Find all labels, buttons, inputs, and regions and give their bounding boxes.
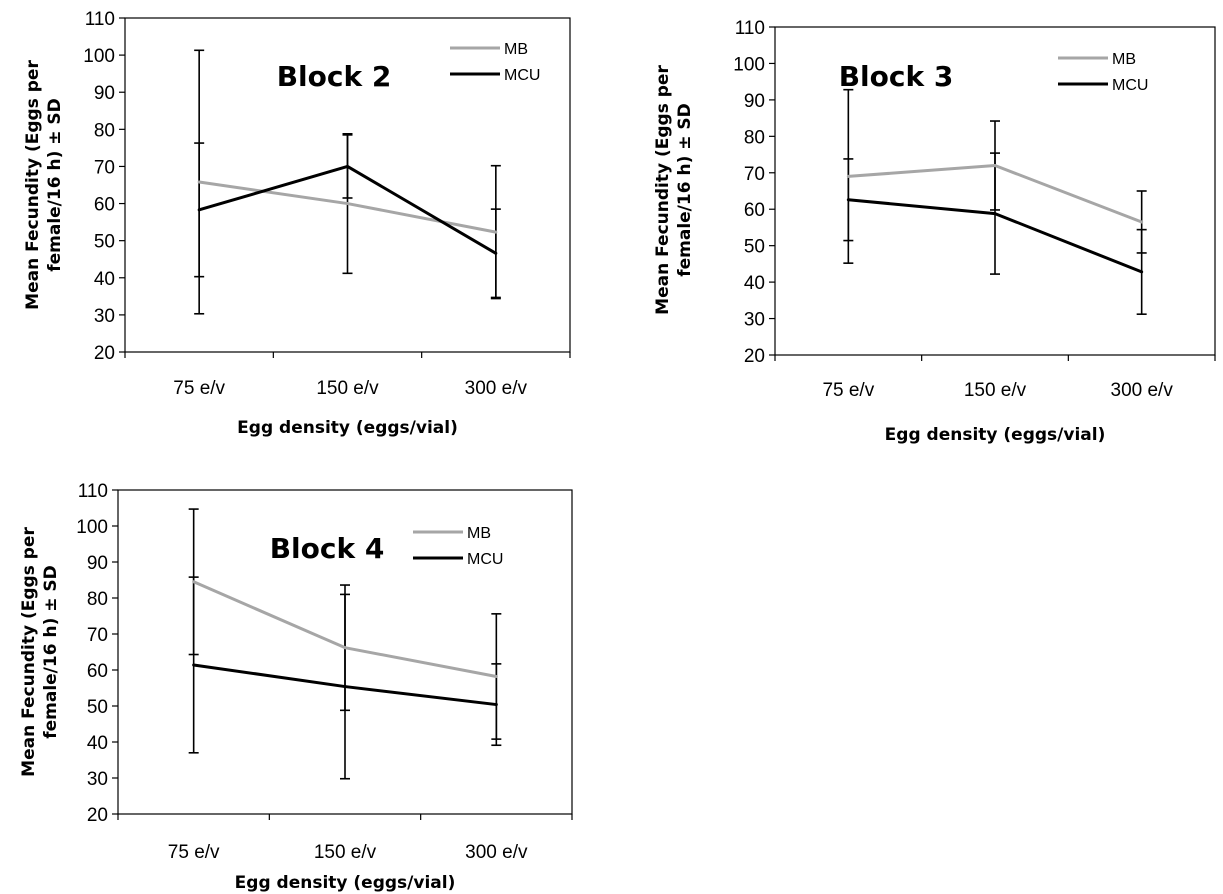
y-tick-label: 80 — [94, 120, 115, 141]
data-point-mb — [192, 580, 196, 584]
data-point-mb — [343, 646, 347, 650]
y-tick-label: 60 — [744, 200, 765, 221]
line-chart-block-4: 20 30 40 50 60 70 80 90 100 110 75 e/v 150 e/v 300 e… — [19, 481, 573, 893]
y-axis-title: Mean Fecundity (Eggs per female/16 h) ± S… — [23, 60, 65, 310]
data-point-mb — [346, 202, 349, 206]
y-tick-label: 90 — [94, 83, 115, 104]
chart-panel-block-4: 20 30 40 50 60 70 80 90 100 110 75 e/v 150 e/v 300 e… — [0, 470, 600, 894]
data-point-mb — [1140, 220, 1144, 224]
x-tick-label: 150 e/v — [314, 842, 377, 863]
chart-title: Block 4 — [270, 532, 385, 565]
plot-area-border — [774, 26, 1216, 356]
y-tick-label: 40 — [94, 269, 115, 290]
y-tick-label: 50 — [744, 237, 765, 258]
data-point-mcu — [343, 685, 347, 689]
data-point-mb — [494, 230, 498, 234]
y-tick-label: 20 — [87, 805, 108, 826]
data-point-mcu — [846, 198, 850, 202]
y-tick-label: 90 — [744, 91, 765, 112]
x-tick-label: 150 e/v — [964, 380, 1027, 401]
y-tick-label: 100 — [76, 517, 108, 538]
y-tick-label: 30 — [744, 310, 765, 331]
legend-label-mcu: MCU — [504, 67, 540, 84]
data-point-mb — [993, 163, 997, 167]
y-tick-label: 110 — [85, 9, 115, 30]
y-axis-title: Mean Fecundity (Eggs per female/16 h) ± S… — [653, 65, 695, 315]
data-point-mcu — [494, 703, 498, 707]
data-point-mb — [846, 174, 850, 178]
x-axis-title: Egg density (eggs/vial) — [237, 418, 458, 438]
y-tick-label: 90 — [87, 553, 108, 574]
x-tick-label: 300 e/v — [1111, 380, 1174, 401]
data-point-mcu — [192, 663, 196, 667]
y-tick-label: 110 — [78, 481, 108, 502]
y-tick-label: 40 — [87, 733, 108, 754]
x-tick-label: 75 e/v — [173, 378, 225, 399]
x-tick-label: 150 e/v — [316, 378, 379, 399]
data-point-mcu — [993, 212, 997, 216]
legend-label-mcu: MCU — [1112, 77, 1148, 94]
chart-panel-block-3: 20 30 40 50 60 70 80 90 100 110 75 e/v 150 e/v 300 e… — [640, 0, 1223, 450]
y-tick-label: 20 — [744, 346, 765, 367]
chart-title: Block 2 — [277, 60, 392, 93]
y-tick-label: 70 — [87, 625, 108, 646]
y-tick-label: 50 — [87, 697, 108, 718]
data-point-mcu — [1140, 270, 1144, 274]
y-tick-label: 60 — [87, 661, 108, 682]
y-tick-label: 20 — [94, 343, 115, 364]
x-tick-label: 300 e/v — [465, 378, 528, 399]
data-point-mcu — [197, 208, 201, 212]
data-point-mcu — [494, 251, 498, 255]
y-tick-label: 70 — [94, 157, 115, 178]
x-axis-title: Egg density (eggs/vial) — [235, 873, 456, 893]
x-tick-label: 75 e/v — [822, 380, 874, 401]
y-tick-label: 60 — [94, 195, 115, 216]
y-tick-label: 110 — [735, 18, 765, 39]
line-chart-block-2: 20 30 40 50 60 70 80 90 100 110 75 e/v 150 e/v 300 e… — [23, 9, 571, 438]
plot-area-border — [124, 17, 571, 353]
line-chart-block-3: 20 30 40 50 60 70 80 90 100 110 75 e/v 150 e/v 300 e… — [653, 18, 1216, 445]
y-tick-label: 100 — [83, 46, 115, 67]
legend-label-mcu: MCU — [467, 551, 503, 568]
x-axis-title: Egg density (eggs/vial) — [885, 425, 1106, 445]
legend-label-mb: MB — [1112, 51, 1136, 68]
chart-panel-block-2: 20 30 40 50 60 70 80 90 100 110 75 e/v 150 e/v 300 e… — [0, 0, 600, 450]
y-tick-label: 100 — [733, 54, 765, 75]
y-axis-title: Mean Fecundity (Eggs per female/16 h) ± S… — [19, 527, 61, 777]
y-tick-label: 30 — [94, 306, 115, 327]
y-tick-label: 80 — [744, 127, 765, 148]
chart-title: Block 3 — [839, 60, 954, 93]
data-point-mb — [494, 674, 498, 678]
x-tick-label: 75 e/v — [168, 842, 220, 863]
y-tick-label: 30 — [87, 769, 108, 790]
y-tick-label: 70 — [744, 164, 765, 185]
y-tick-label: 80 — [87, 589, 108, 610]
y-tick-label: 50 — [94, 232, 115, 253]
x-tick-label: 300 e/v — [465, 842, 528, 863]
legend-label-mb: MB — [467, 525, 491, 542]
legend-label-mb: MB — [504, 41, 528, 58]
plot-area-border — [117, 489, 573, 815]
data-point-mcu — [346, 164, 349, 168]
data-point-mb — [197, 180, 201, 184]
y-tick-label: 40 — [744, 273, 765, 294]
